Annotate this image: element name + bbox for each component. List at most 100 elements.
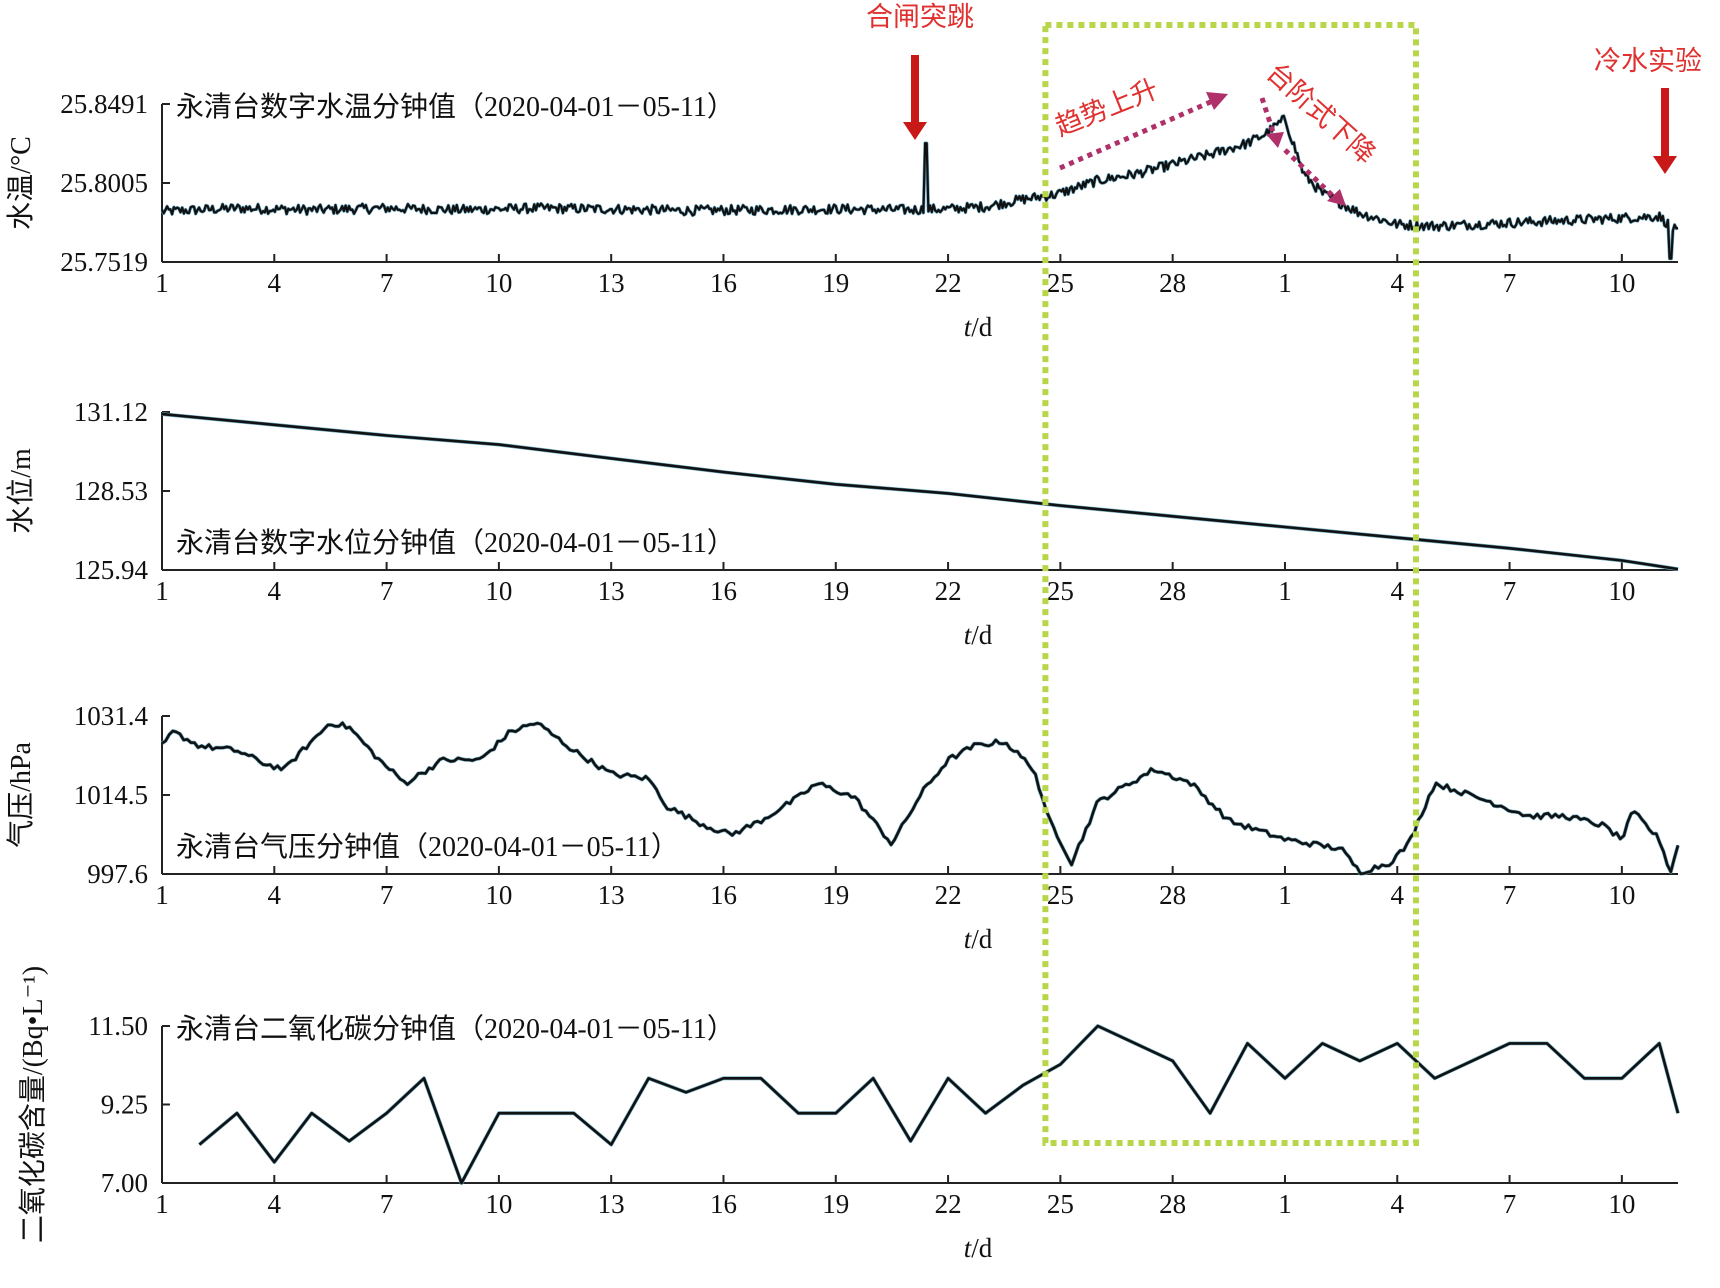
series-line — [161, 412, 1679, 571]
x-tick-label: 1 — [155, 576, 169, 606]
series-shadow-line — [160, 114, 1679, 261]
x-tick-label: 1 — [1278, 576, 1292, 606]
y-tick-label: 1014.5 — [74, 780, 148, 810]
y-tick-label: 25.8491 — [60, 89, 148, 119]
x-tick-label: 10 — [1608, 1189, 1635, 1219]
x-tick-label: 10 — [1608, 576, 1635, 606]
x-tick-label: 1 — [155, 880, 169, 910]
step-drop-arrow-2 — [1283, 148, 1337, 200]
y-axis-label: 水温/°C — [5, 136, 37, 230]
x-tick-label: 28 — [1159, 880, 1186, 910]
x-tick-label: 22 — [935, 880, 962, 910]
gate-jump-arrow-head — [903, 122, 927, 140]
annotation-cold-water: 冷水实验 — [1594, 46, 1702, 77]
y-tick-label: 125.94 — [74, 555, 149, 585]
y-tick-label: 997.6 — [87, 859, 148, 889]
x-tick-label: 10 — [485, 576, 512, 606]
y-tick-label: 9.25 — [101, 1090, 148, 1120]
y-tick-label: 128.53 — [74, 476, 148, 506]
x-tick-label: 1 — [1278, 880, 1292, 910]
y-axis-label: 二氧化碳含量/(Bq•L⁻¹) — [17, 966, 49, 1243]
x-tick-label: 7 — [1503, 1189, 1517, 1219]
x-tick-label: 13 — [598, 880, 625, 910]
gate-jump-arrow — [911, 55, 919, 124]
x-tick-label: 22 — [935, 576, 962, 606]
x-tick-label: 10 — [485, 268, 512, 298]
x-tick-label: 13 — [598, 576, 625, 606]
x-tick-label: 7 — [1503, 268, 1517, 298]
x-axis-label: t/d — [964, 1233, 993, 1263]
x-tick-label: 10 — [1608, 268, 1635, 298]
annotation-gate-jump: 合闸突跳 — [866, 2, 974, 33]
series-line — [161, 114, 1679, 260]
x-tick-label: 25 — [1047, 880, 1074, 910]
x-tick-label: 4 — [268, 268, 282, 298]
y-axis-label: 气压/hPa — [5, 742, 37, 848]
x-tick-label: 19 — [822, 1189, 849, 1219]
x-axis-label: t/d — [964, 924, 993, 954]
cold-water-arrow — [1661, 88, 1669, 158]
x-tick-label: 13 — [598, 1189, 625, 1219]
y-tick-label: 25.8005 — [60, 168, 148, 198]
panel-title: 永清台数字水位分钟值（2020-04-01－05-11） — [176, 527, 735, 559]
series-shadow-line — [198, 1024, 1680, 1185]
x-tick-label: 4 — [1391, 880, 1405, 910]
chart-panel-2: 1 4 7 10 13 16 19 22 25 28 1 4 7 10 t/d 131.12 128.53 125… — [5, 397, 1679, 650]
step-drop-arrow-2-head — [1327, 189, 1346, 206]
x-tick-label: 25 — [1047, 1189, 1074, 1219]
x-tick-label: 25 — [1047, 268, 1074, 298]
trend-rise-arrow — [1058, 97, 1217, 171]
panel-title: 永清台数字水温分钟值（2020-04-01－05-11） — [176, 91, 735, 123]
x-tick-label: 1 — [155, 268, 169, 298]
x-tick-label: 4 — [1391, 576, 1405, 606]
y-tick-label: 131.12 — [74, 397, 148, 427]
step-drop-arrow-1 — [1259, 97, 1278, 139]
x-axis-label: t/d — [964, 312, 993, 342]
chart-panel-4: 1 4 7 10 13 16 19 22 25 28 1 4 7 10 t/d 11.50 9.25 7.00 二氧… — [17, 966, 1680, 1263]
chart-panel-1: 1 4 7 10 13 16 19 22 25 28 1 4 7 10 t/d 25.8491 25.8005 2… — [5, 89, 1679, 342]
y-tick-label: 7.00 — [101, 1168, 148, 1198]
y-axis-label: 水位/m — [5, 448, 37, 534]
chart-panel-3: 1 4 7 10 13 16 19 22 25 28 1 4 7 10 t/d 1031.4 1014.5 997… — [5, 701, 1680, 954]
x-tick-label: 28 — [1159, 268, 1186, 298]
x-tick-label: 7 — [1503, 576, 1517, 606]
x-tick-label: 19 — [822, 880, 849, 910]
x-tick-label: 22 — [935, 1189, 962, 1219]
x-tick-label: 7 — [380, 576, 394, 606]
x-tick-label: 19 — [822, 576, 849, 606]
y-tick-label: 25.7519 — [60, 247, 148, 277]
x-tick-label: 7 — [380, 1189, 394, 1219]
x-tick-label: 4 — [1391, 268, 1405, 298]
y-tick-label: 11.50 — [88, 1011, 148, 1041]
series-line — [198, 1024, 1680, 1185]
x-tick-label: 16 — [710, 268, 737, 298]
x-tick-label: 22 — [935, 268, 962, 298]
x-tick-label: 16 — [710, 880, 737, 910]
x-tick-label: 1 — [1278, 1189, 1292, 1219]
x-tick-label: 13 — [598, 268, 625, 298]
x-tick-label: 1 — [155, 1189, 169, 1219]
x-tick-label: 28 — [1159, 1189, 1186, 1219]
x-tick-label: 28 — [1159, 576, 1186, 606]
x-tick-label: 4 — [268, 1189, 282, 1219]
x-tick-label: 10 — [1608, 880, 1635, 910]
annotation-step-drop: 台阶式下降 — [1260, 57, 1381, 170]
x-tick-label: 10 — [485, 880, 512, 910]
trend-rise-arrow-head — [1206, 92, 1228, 110]
x-axis-label: t/d — [964, 620, 993, 650]
cold-water-arrow-head — [1653, 156, 1677, 174]
x-tick-label: 7 — [380, 880, 394, 910]
series-line — [161, 721, 1680, 875]
x-tick-label: 19 — [822, 268, 849, 298]
x-tick-label: 4 — [268, 576, 282, 606]
x-tick-label: 16 — [710, 1189, 737, 1219]
x-tick-label: 10 — [485, 1189, 512, 1219]
step-drop-arrow-1-head — [1266, 132, 1284, 148]
x-tick-label: 4 — [268, 880, 282, 910]
panel-title: 永清台二氧化碳分钟值（2020-04-01－05-11） — [176, 1013, 735, 1045]
x-tick-label: 1 — [1278, 268, 1292, 298]
y-tick-label: 1031.4 — [74, 701, 149, 731]
x-tick-label: 7 — [380, 268, 394, 298]
